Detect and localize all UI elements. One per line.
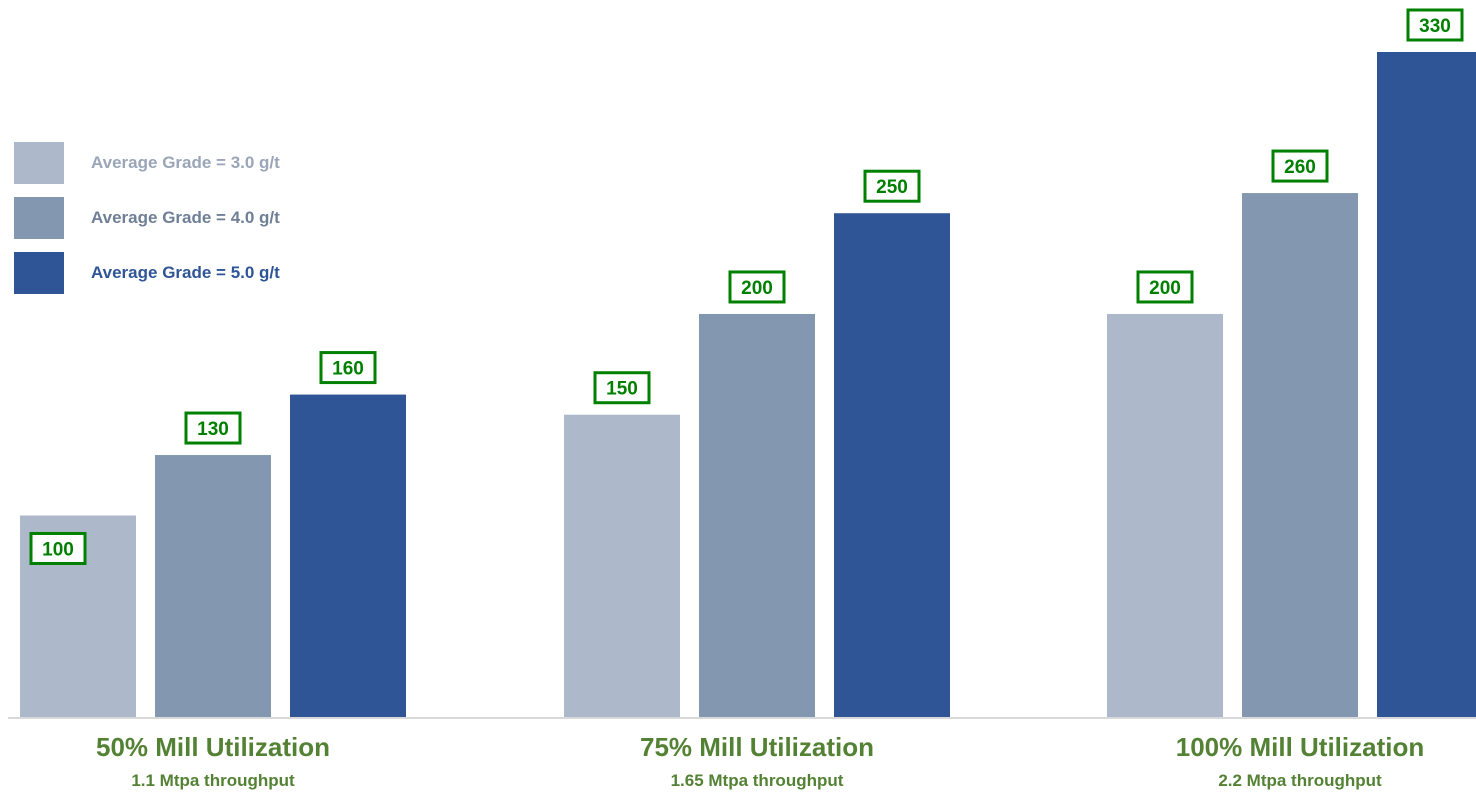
legend-item-grade-3: Average Grade = 3.0 g/t [14, 142, 280, 184]
data-label-3-1: 200 [1149, 278, 1181, 299]
data-label-box-3-3 [1406, 8, 1464, 42]
data-label-1-2: 130 [197, 419, 229, 440]
legend-swatch-grade-3 [14, 142, 64, 184]
legend-item-grade-5: Average Grade = 5.0 g/t [14, 252, 280, 294]
data-label-2-3: 250 [876, 177, 908, 198]
legend-label-grade-5: Average Grade = 5.0 g/t [91, 263, 280, 282]
data-label-box-1-3 [319, 351, 377, 385]
category-subtitle-1: 1.1 Mtpa throughput [131, 771, 295, 790]
data-label-2-1: 150 [606, 379, 638, 400]
category-title-1: 50% Mill Utilization [96, 732, 330, 762]
legend-label-grade-3: Average Grade = 3.0 g/t [91, 153, 280, 172]
bar-2-3 [834, 213, 950, 717]
legend-swatch-grade-4 [14, 197, 64, 239]
legend-swatch-grade-5 [14, 252, 64, 294]
data-label-box-1-2 [184, 411, 242, 445]
category-title-2: 75% Mill Utilization [640, 732, 874, 762]
category-subtitle-3: 2.2 Mtpa throughput [1218, 771, 1382, 790]
bar-3-3 [1377, 52, 1476, 717]
data-label-box-2-3 [863, 169, 921, 203]
bar-2-1 [564, 414, 680, 717]
category-subtitle-2: 1.65 Mtpa throughput [671, 771, 844, 790]
data-label-box-3-2 [1271, 149, 1329, 183]
data-label-box-2-1 [593, 371, 651, 405]
bar-1-3 [290, 394, 406, 717]
legend-label-grade-4: Average Grade = 4.0 g/t [91, 208, 280, 227]
bar-3-2 [1242, 193, 1358, 717]
data-label-box-3-1 [1136, 270, 1194, 304]
bar-3-1 [1107, 313, 1223, 717]
data-label-1-1: 100 [42, 539, 74, 560]
data-label-3-2: 260 [1284, 157, 1316, 178]
bar-2-2 [699, 313, 815, 717]
data-label-3-3: 330 [1419, 16, 1451, 37]
data-label-1-3: 160 [332, 359, 364, 380]
data-label-box-2-2 [728, 270, 786, 304]
category-title-3: 100% Mill Utilization [1176, 732, 1425, 762]
legend: Average Grade = 3.0 g/t Average Grade = … [14, 142, 280, 307]
legend-item-grade-4: Average Grade = 4.0 g/t [14, 197, 280, 239]
data-label-2-2: 200 [741, 278, 773, 299]
data-label-box-1-1 [29, 531, 87, 565]
bar-1-2 [155, 455, 271, 717]
